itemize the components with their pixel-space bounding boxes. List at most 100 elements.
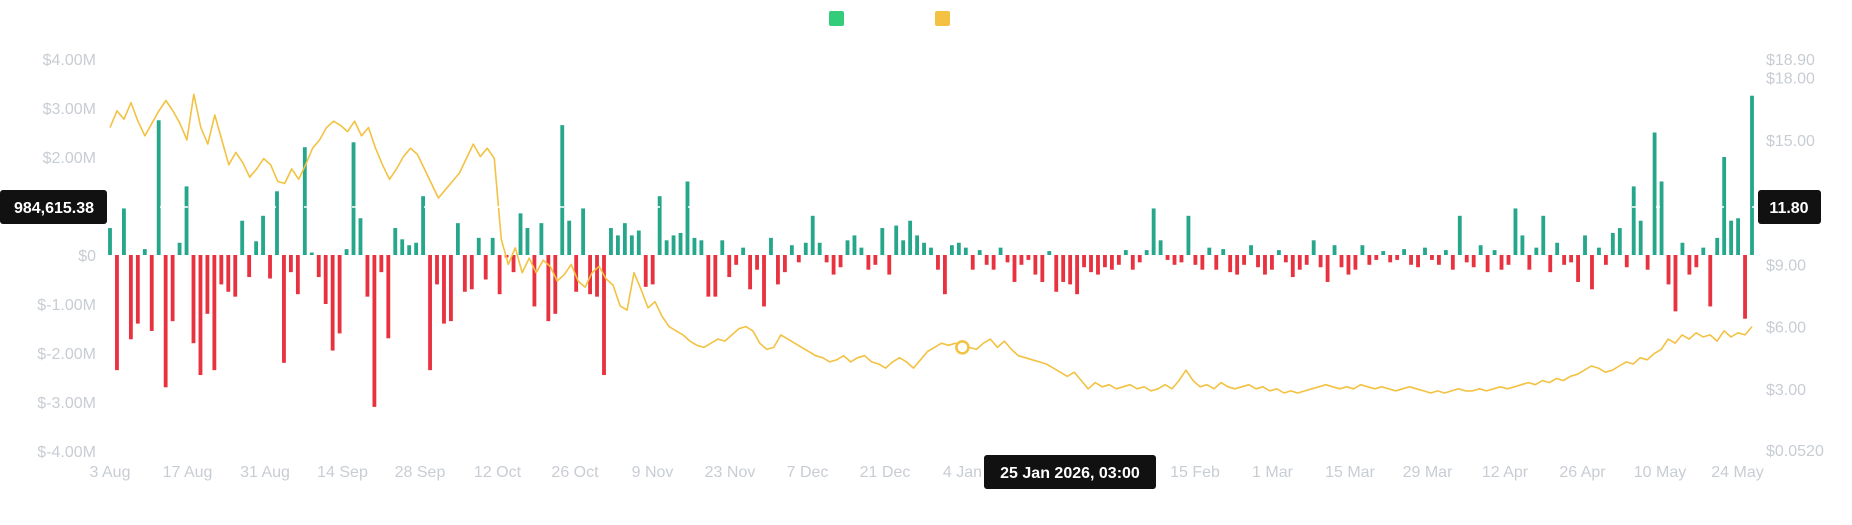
x-tick-label: 10 May: [1634, 464, 1686, 481]
flow-bar: [1652, 132, 1657, 255]
x-tick-label: 1 Mar: [1252, 464, 1294, 481]
legend-swatch[interactable]: [829, 11, 844, 26]
left-value-badge: [0, 190, 107, 224]
y-right-tick-label: $3.00: [1766, 382, 1806, 399]
flow-bar: [386, 255, 391, 339]
flow-bar: [261, 215, 265, 255]
flow-bar: [720, 240, 725, 255]
flow-bar: [1513, 208, 1518, 255]
flow-bar: [560, 125, 565, 256]
flow-bar: [1409, 255, 1413, 265]
flow-bar: [323, 255, 328, 304]
flow-bar: [337, 255, 342, 334]
flow-bar: [998, 247, 1003, 255]
flow-bar: [1186, 215, 1191, 255]
flow-bar: [1708, 255, 1713, 307]
flow-bar: [142, 249, 147, 255]
flow-bar: [476, 237, 481, 255]
flow-bar: [824, 255, 829, 263]
flow-bar: [1012, 255, 1017, 282]
flow-bar: [379, 255, 384, 273]
flow-bar: [678, 232, 683, 255]
flow-bar: [1583, 235, 1587, 255]
flow-bar: [873, 255, 878, 265]
flow-bar: [1151, 208, 1156, 255]
flow-bar: [1019, 255, 1024, 265]
y-left-tick-label: $2.00M: [43, 150, 96, 167]
flow-bar: [699, 240, 704, 255]
flow-bar: [1381, 251, 1386, 255]
price-series: [109, 93, 1753, 394]
flow-bar: [1207, 247, 1212, 255]
flow-bar: [595, 255, 599, 297]
flow-bar: [1631, 186, 1636, 255]
flow-bar: [212, 255, 217, 371]
flow-bar: [365, 255, 370, 297]
flow-bar: [1137, 255, 1142, 263]
flow-bar: [936, 255, 940, 270]
flow-bar: [490, 237, 495, 255]
flow-bar: [1687, 255, 1692, 275]
flow-bar: [845, 240, 850, 255]
x-tick-label: 23 Nov: [705, 464, 756, 481]
flow-bar: [400, 239, 405, 255]
flow-bar: [135, 255, 140, 324]
flow-bar: [1172, 255, 1177, 265]
flow-bar: [650, 255, 655, 285]
flow-bar: [128, 255, 133, 340]
flow-bar: [706, 255, 711, 297]
x-tick-label: 31 Aug: [240, 464, 290, 481]
flow-bar: [622, 223, 627, 255]
flow-bar: [929, 247, 933, 255]
flow-bar: [344, 249, 349, 255]
flow-bar: [1395, 255, 1400, 260]
flow-bar: [664, 240, 669, 255]
flow-bar: [351, 142, 356, 255]
date-badge: [984, 455, 1156, 489]
x-tick-label: 3 Aug: [90, 464, 131, 481]
flow-bar: [949, 245, 954, 255]
flow-bar: [887, 255, 892, 275]
flow-bar: [1054, 255, 1059, 292]
flow-bar: [268, 255, 272, 279]
flow-bar: [1193, 255, 1198, 265]
flow-bar: [1750, 95, 1754, 255]
flow-bar: [1332, 245, 1337, 255]
y-left-tick-label: $3.00M: [43, 101, 96, 118]
flow-bar: [115, 255, 119, 371]
flow-bar: [163, 255, 168, 388]
flow-bar: [184, 186, 189, 255]
flow-bar: [1478, 245, 1483, 255]
flow-bar: [922, 242, 926, 255]
flow-bar: [1464, 255, 1469, 263]
flow-bar: [1471, 255, 1476, 268]
flow-bar: [1416, 255, 1420, 268]
flow-bar: [275, 191, 279, 255]
flow-bar: [1743, 255, 1747, 319]
flow-bar: [1423, 247, 1427, 255]
legend-swatch[interactable]: [935, 11, 950, 26]
flow-bar: [1485, 255, 1490, 273]
flow-bar: [1061, 255, 1066, 282]
flow-bar: [567, 220, 572, 255]
flow-bar: [1075, 255, 1080, 295]
crosshair: 984,615.38 11.80 25 Jan 2026, 03:00: [0, 190, 1821, 489]
flow-bar: [748, 255, 753, 290]
flow-bar: [1144, 250, 1149, 255]
flow-bar: [956, 242, 961, 255]
flow-bar: [852, 235, 857, 255]
x-axis: 3 Aug 17 Aug 31 Aug 14 Sep 28 Sep 12 Oct 26 Oc…: [90, 464, 1764, 481]
flow-bar: [831, 255, 836, 275]
x-tick-label: 15 Feb: [1170, 464, 1220, 481]
flow-bar: [581, 208, 586, 255]
flow-bar: [657, 196, 662, 255]
flow-bar: [254, 241, 259, 255]
flow-bar: [1590, 255, 1594, 290]
flow-bar: [741, 247, 746, 255]
flow-bar: [511, 255, 516, 273]
flow-bar: [149, 255, 154, 331]
flow-bar: [1597, 247, 1601, 255]
y-axis-left: $4.00M$3.00M$2.00M$1.00M$0$-1.00M$-2.00M…: [37, 52, 96, 461]
flow-bar: [1499, 255, 1504, 270]
flow-bar: [435, 255, 439, 285]
